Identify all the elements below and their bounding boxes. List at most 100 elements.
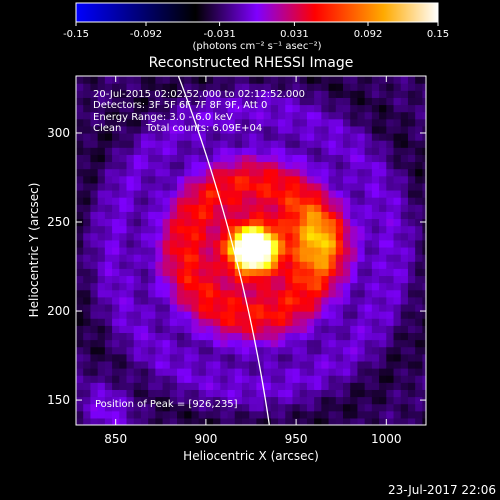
heatmap-cell <box>241 239 250 248</box>
heatmap-cell <box>306 111 315 120</box>
heatmap-cell <box>148 275 156 284</box>
heatmap-cell <box>126 154 135 163</box>
heatmap-cell <box>97 318 106 326</box>
heatmap-cell <box>90 375 99 383</box>
heatmap-cell <box>321 396 330 405</box>
heatmap-cell <box>155 140 164 148</box>
heatmap-cell <box>422 189 426 198</box>
heatmap-cell <box>263 375 272 383</box>
heatmap-cell <box>191 97 200 106</box>
heatmap-cell <box>126 104 135 113</box>
heatmap-cell <box>299 303 308 312</box>
heatmap-cell <box>227 268 236 277</box>
heatmap-cell <box>299 104 308 113</box>
heatmap-cell <box>299 161 308 170</box>
heatmap-cell <box>292 189 301 198</box>
heatmap-cell <box>213 360 221 369</box>
heatmap-cell <box>155 232 164 241</box>
heatmap-cell <box>314 353 322 362</box>
heatmap-cell <box>343 261 351 269</box>
heatmap-cell <box>400 282 409 291</box>
heatmap-cell <box>343 197 351 205</box>
heatmap-cell <box>256 154 265 163</box>
heatmap-cell <box>415 261 423 269</box>
heatmap-cell <box>393 403 402 412</box>
heatmap-cell <box>191 204 200 212</box>
heatmap-cell <box>263 189 272 198</box>
heatmap-cell <box>104 325 113 334</box>
heatmap-cell <box>364 111 373 120</box>
heatmap-cell <box>83 104 92 113</box>
heatmap-cell <box>321 332 330 341</box>
heatmap-cell <box>357 83 366 91</box>
heatmap-cell <box>357 268 366 277</box>
heatmap-cell <box>191 389 200 398</box>
heatmap-cell <box>400 268 409 277</box>
heatmap-cell <box>263 118 272 127</box>
heatmap-cell <box>299 132 308 141</box>
heatmap-cell <box>263 289 272 298</box>
heatmap-cell <box>177 204 185 212</box>
heatmap-cell <box>386 225 395 234</box>
heatmap-cell <box>112 118 120 127</box>
heatmap-cell <box>162 211 171 220</box>
heatmap-cell <box>278 403 286 412</box>
heatmap-cell <box>155 289 164 298</box>
heatmap-cell <box>104 97 113 106</box>
heatmap-cell <box>357 97 366 106</box>
heatmap-cell <box>393 410 402 419</box>
heatmap-cell <box>83 90 92 98</box>
heatmap-cell <box>76 246 84 255</box>
heatmap-cell <box>270 325 279 334</box>
heatmap-cell <box>328 382 337 390</box>
heatmap-cell <box>321 218 330 227</box>
heatmap-cell <box>263 225 272 234</box>
heatmap-cell <box>393 311 402 319</box>
heatmap-cell <box>256 168 265 177</box>
heatmap-cell <box>343 403 351 412</box>
heatmap-cell <box>393 154 402 163</box>
heatmap-cell <box>278 368 286 376</box>
heatmap-cell <box>371 296 380 305</box>
heatmap-cell <box>314 147 322 155</box>
heatmap-cell <box>256 410 265 419</box>
heatmap-cell <box>213 140 221 148</box>
heatmap-cell <box>198 83 207 91</box>
heatmap-cell <box>364 261 373 269</box>
heatmap-cell <box>155 239 164 248</box>
heatmap-cell <box>263 417 272 425</box>
heatmap-cell <box>299 111 308 120</box>
colorbar-tick-label: -0.031 <box>203 29 235 40</box>
heatmap-cell <box>379 339 387 348</box>
heatmap-cell <box>256 339 265 348</box>
heatmap-cell <box>357 104 366 113</box>
heatmap-cell <box>126 161 135 170</box>
heatmap-cell <box>335 218 344 227</box>
heatmap-cell <box>263 254 272 262</box>
heatmap-cell <box>328 289 337 298</box>
heatmap-cell <box>140 218 149 227</box>
heatmap-cell <box>278 296 286 305</box>
heatmap-cell <box>133 296 142 305</box>
heatmap-cell <box>249 83 258 91</box>
heatmap-cell <box>400 275 409 284</box>
heatmap-cell <box>119 360 128 369</box>
heatmap-cell <box>241 318 250 326</box>
heatmap-cell <box>278 140 286 148</box>
heatmap-cell <box>270 175 279 184</box>
heatmap-cell <box>306 282 315 291</box>
heatmap-cell <box>184 111 193 120</box>
heatmap-cell <box>76 417 84 425</box>
heatmap-cell <box>371 168 380 177</box>
heatmap-cell <box>241 225 250 234</box>
heatmap-cell <box>350 403 359 412</box>
heatmap-cell <box>112 268 120 277</box>
heatmap-cell <box>393 189 402 198</box>
heatmap-cell <box>162 332 171 341</box>
heatmap-cell <box>191 332 200 341</box>
heatmap-cell <box>328 125 337 134</box>
heatmap-cell <box>184 140 193 148</box>
heatmap-cell <box>357 410 366 419</box>
heatmap-cell <box>104 346 113 355</box>
heatmap-cell <box>241 140 250 148</box>
